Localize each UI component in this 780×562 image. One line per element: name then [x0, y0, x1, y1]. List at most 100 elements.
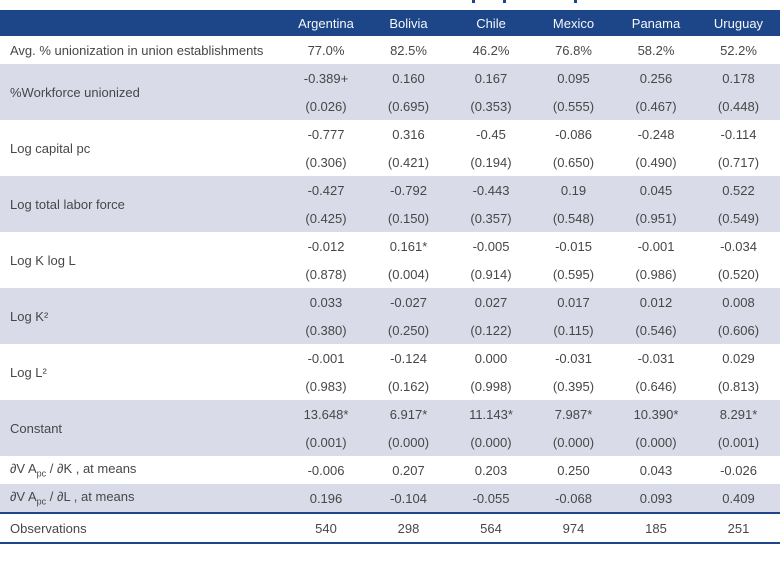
table-row: Avg. % unionization in union establishme…: [0, 36, 780, 64]
cell-value: -0.026: [720, 462, 757, 478]
cell-value: 0.19: [560, 182, 587, 198]
cell-pvalue: (0.717): [717, 154, 760, 170]
cell-value: 0.250: [557, 462, 590, 478]
cell-value: -0.248: [637, 126, 675, 142]
cell-pvalue: (0.000): [470, 434, 512, 450]
cell-value: 7.987*: [554, 406, 593, 422]
cell-pvalue: (0.000): [387, 434, 430, 450]
cell-pvalue: (0.546): [635, 322, 677, 338]
cell-pvalue: (0.646): [635, 378, 677, 394]
cell-value: 0.161*: [389, 238, 428, 254]
cell-value: 185: [615, 513, 697, 544]
cell-pvalue: (0.555): [552, 98, 595, 114]
cell-pvalue: (0.250): [387, 322, 430, 338]
table-row: Log L² -0.001 -0.124 0.000 -0.031 -0.031 0.029: [0, 344, 780, 380]
row-label: Avg. % unionization in union establishme…: [10, 42, 264, 58]
cell-value: 0.008: [722, 294, 755, 310]
row-label: Log total labor force: [10, 196, 125, 212]
cell-value: 82.5%: [390, 42, 427, 58]
header-row: Argentina Bolivia Chile Mexico Panama Uruguay: [0, 10, 780, 36]
cell-pvalue: (0.194): [470, 154, 512, 170]
table-row: Log capital pc -0.777 0.316 -0.45 -0.086 -0.2…: [0, 120, 780, 156]
cropped-title-fragment: [574, 0, 577, 3]
cell-value: 0.027: [474, 294, 508, 310]
cell-value: 0.160: [392, 70, 425, 86]
regression-results-table: Argentina Bolivia Chile Mexico Panama Uruguay…: [0, 10, 780, 544]
cell-pvalue: (0.000): [635, 434, 677, 450]
column-header: Bolivia: [389, 15, 428, 31]
table-row: Constant 13.648* 6.917* 11.143* 7.987* 10.390…: [0, 400, 780, 436]
cropped-title-fragment: [503, 0, 506, 3]
cell-pvalue: (0.490): [635, 154, 677, 170]
cell-pvalue: (0.353): [470, 98, 512, 114]
cell-value: -0.104: [367, 484, 450, 514]
cell-value: 0.045: [639, 182, 673, 198]
row-label: Log K log L: [10, 252, 76, 268]
cell-value: -0.001: [307, 350, 345, 366]
cell-pvalue: (0.986): [635, 266, 677, 282]
cell-value: 46.2%: [472, 42, 510, 58]
row-label: %Workforce unionized: [10, 84, 140, 100]
cell-value: 0.017: [557, 294, 590, 310]
cell-value: 0.316: [392, 126, 425, 142]
cell-value: 6.917*: [389, 406, 428, 422]
cell-pvalue: (0.395): [552, 378, 595, 394]
cell-pvalue: (0.983): [305, 378, 347, 394]
cell-pvalue: (0.878): [305, 266, 347, 282]
cell-value: 0.000: [474, 350, 508, 366]
cell-pvalue: (0.548): [552, 210, 595, 226]
row-label: Observations: [0, 513, 285, 544]
table-row: Observations 540 298 564 974 185 251: [0, 513, 780, 544]
column-header: Mexico: [552, 15, 595, 31]
cell-pvalue: (0.004): [387, 266, 430, 282]
cell-value: 77.0%: [307, 42, 345, 58]
row-label: Log capital pc: [10, 140, 91, 156]
cell-pvalue: (0.448): [717, 98, 760, 114]
cell-value: 298: [367, 513, 450, 544]
row-label: Constant: [10, 420, 63, 436]
cell-value: -0.124: [390, 350, 427, 366]
cell-value: 52.2%: [720, 42, 757, 58]
cell-pvalue: (0.813): [717, 378, 760, 394]
cell-value: -0.792: [390, 182, 427, 198]
cell-pvalue: (0.162): [387, 378, 430, 394]
cell-value: 0.409: [697, 484, 780, 514]
cell-value: 974: [532, 513, 615, 544]
cell-value: -0.031: [555, 350, 592, 366]
cell-pvalue: (0.467): [635, 98, 677, 114]
table-row: Log K² 0.033 -0.027 0.027 0.017 0.012 0.008: [0, 288, 780, 324]
cell-value: 0.196: [285, 484, 367, 514]
column-header: Panama: [631, 15, 681, 31]
row-label: ∂V Apc / ∂K , at means: [10, 461, 137, 479]
table-row: %Workforce unionized -0.389+ 0.160 0.167 0.0…: [0, 64, 780, 100]
row-label: Log L²: [10, 364, 47, 380]
cell-pvalue: (0.001): [717, 434, 760, 450]
cell-pvalue: (0.606): [717, 322, 760, 338]
cell-value: -0.001: [637, 238, 675, 254]
cell-value: -0.443: [472, 182, 510, 198]
cell-value: -0.031: [637, 350, 675, 366]
cell-pvalue: (0.150): [387, 210, 430, 226]
cell-value: 0.167: [474, 70, 508, 86]
cell-value: 10.390*: [633, 406, 679, 422]
cell-pvalue: (0.115): [553, 322, 594, 338]
cell-value: 0.178: [722, 70, 755, 86]
column-header: Argentina: [298, 15, 354, 31]
cell-pvalue: (0.998): [470, 378, 512, 394]
cell-pvalue: (0.026): [305, 98, 347, 114]
cell-value: 0.033: [309, 294, 343, 310]
cell-value: -0.777: [307, 126, 345, 142]
cell-value: -0.055: [450, 484, 532, 514]
cell-value: 0.095: [557, 70, 590, 86]
cell-value: -0.114: [720, 126, 757, 142]
cell-value: -0.086: [555, 126, 592, 142]
cell-pvalue: (0.001): [305, 434, 347, 450]
cell-pvalue: (0.306): [305, 154, 347, 170]
cropped-title-fragment: [472, 0, 475, 3]
cell-value: 0.207: [392, 462, 425, 478]
cell-pvalue: (0.650): [552, 154, 595, 170]
cell-value: 0.256: [639, 70, 673, 86]
cell-pvalue: (0.421): [387, 154, 430, 170]
cell-value: -0.45: [476, 126, 506, 142]
cell-pvalue: (0.425): [305, 210, 347, 226]
